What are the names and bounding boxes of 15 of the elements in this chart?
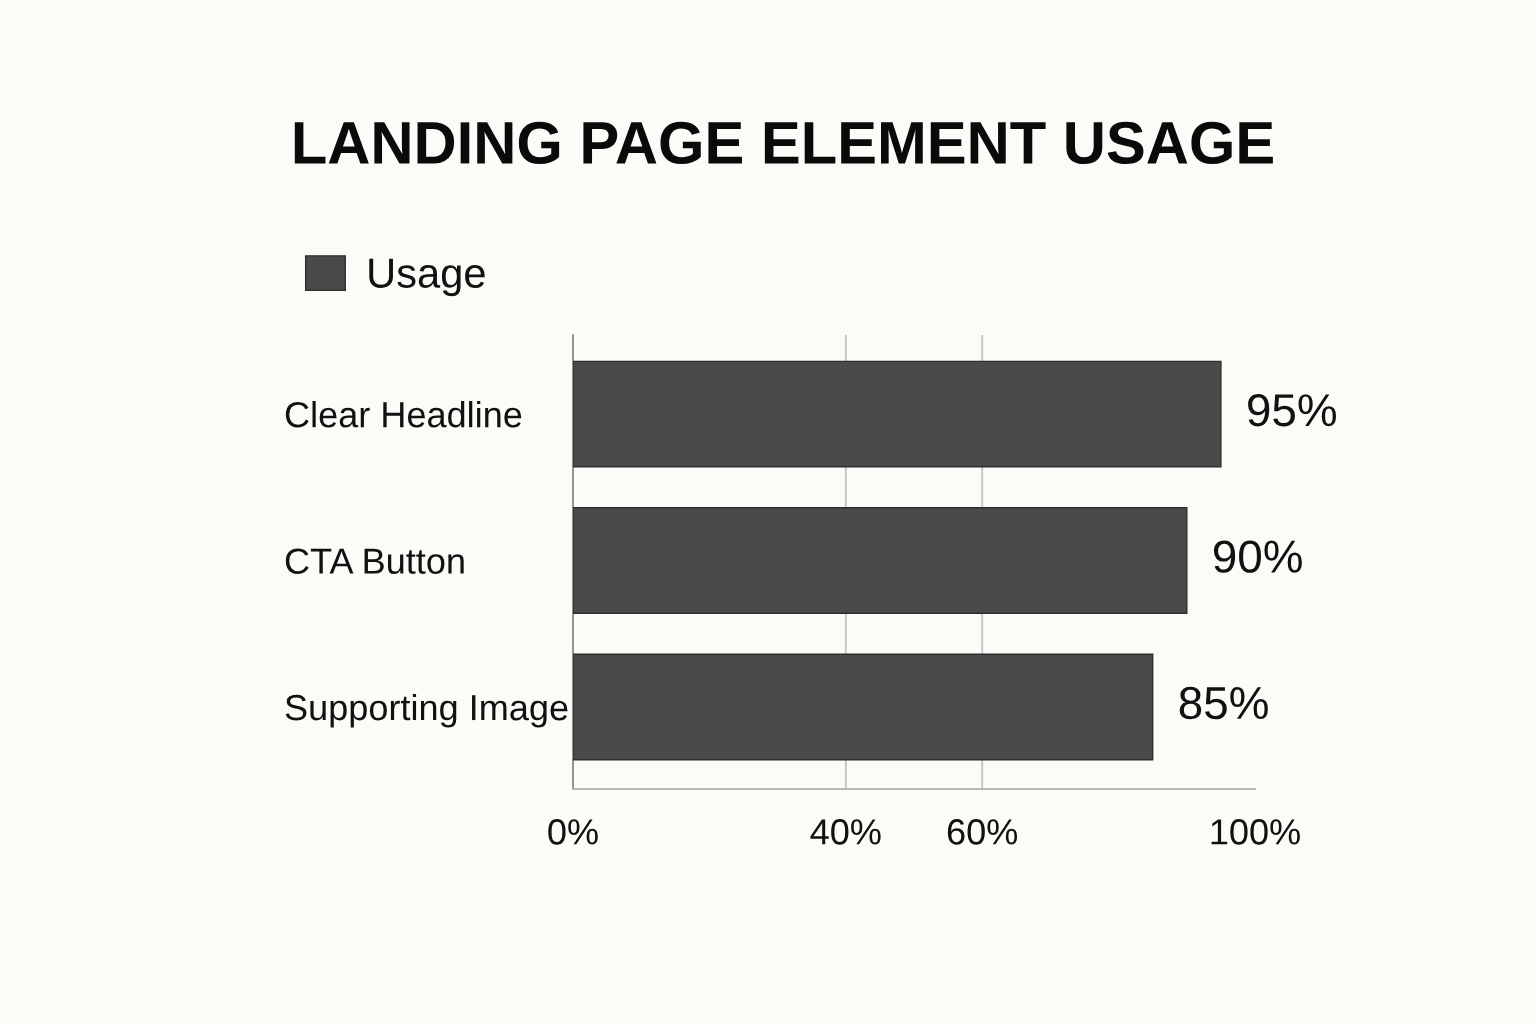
data-label: 90% — [1213, 540, 1302, 573]
bar — [573, 360, 1222, 468]
chart-title: LANDING PAGE ELEMENT USAGE — [294, 121, 1273, 165]
x-tick-label: 100% — [1211, 819, 1300, 845]
bar — [573, 653, 1154, 761]
x-tick-label: 40% — [810, 819, 881, 845]
data-label: 95% — [1248, 393, 1336, 427]
legend-label: Usage — [369, 258, 485, 297]
x-tick-label: 0% — [548, 819, 598, 845]
data-label: 85% — [1179, 686, 1268, 720]
bar — [573, 507, 1188, 614]
x-tick-label: 60% — [947, 819, 1018, 845]
y-tick-label: CTA Button — [285, 548, 464, 574]
y-tick-label: Clear Headline — [285, 401, 522, 428]
y-tick-label: Supporting Image — [285, 693, 568, 728]
